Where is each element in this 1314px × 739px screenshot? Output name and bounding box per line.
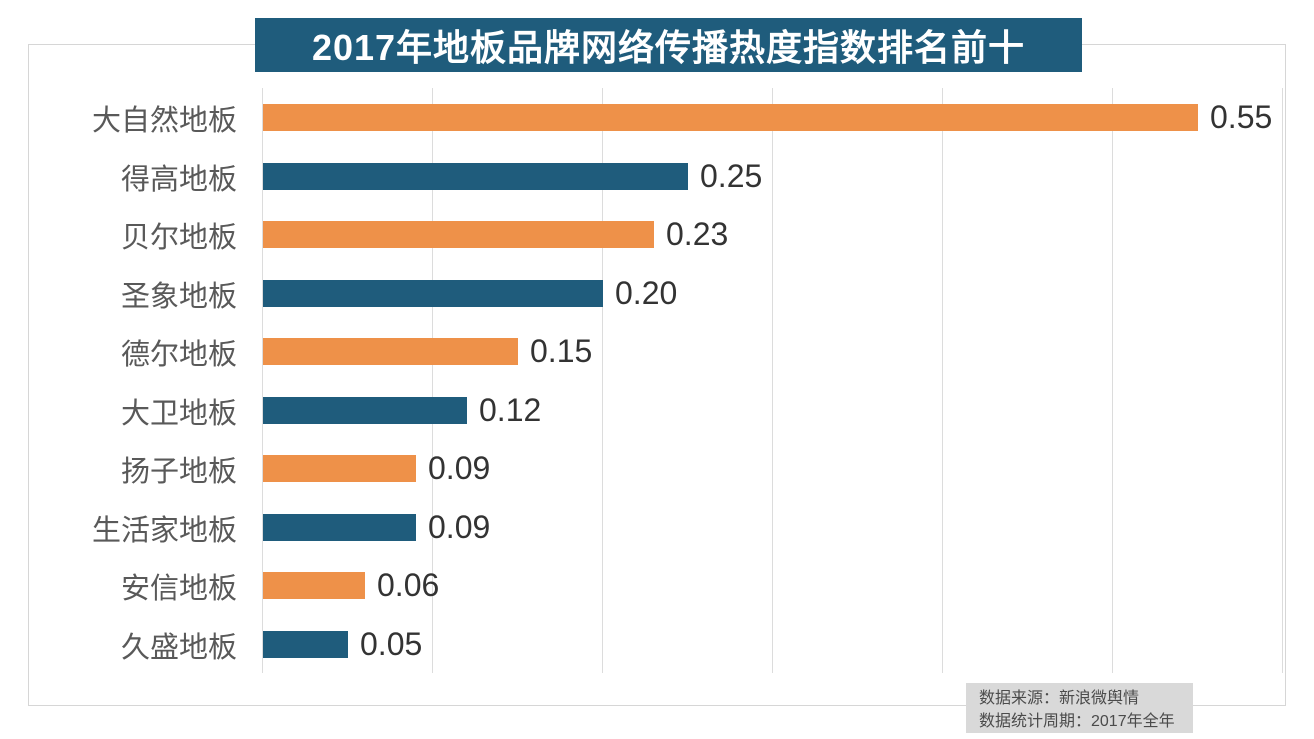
bar: [263, 104, 1198, 131]
gridline: [1282, 88, 1283, 673]
bar: [263, 514, 416, 541]
value-label: 0.09: [428, 509, 491, 545]
chart-row: 久盛地板 0.05: [0, 615, 1314, 674]
value-label: 0.25: [700, 158, 763, 194]
category-label: 圣象地板: [120, 280, 237, 313]
value-label: 0.12: [479, 392, 542, 428]
chart-row: 得高地板 0.25: [0, 147, 1314, 206]
value-label: 0.06: [377, 567, 440, 603]
chart-title: 2017年地板品牌网络传播热度指数排名前十: [311, 27, 1026, 68]
gridline: [772, 88, 773, 673]
source-note-line2: 数据统计周期：2017年全年: [979, 713, 1175, 730]
chart-row: 安信地板 0.06: [0, 556, 1314, 615]
chart-row: 德尔地板 0.15: [0, 322, 1314, 381]
category-label: 贝尔地板: [120, 221, 237, 254]
category-label: 久盛地板: [120, 631, 237, 664]
category-label: 生活家地板: [91, 514, 237, 547]
chart-frame: [28, 44, 1286, 706]
category-label: 得高地板: [120, 163, 237, 196]
chart-row: 扬子地板 0.09: [0, 439, 1314, 498]
source-note-box: 数据来源：新浪微舆情 数据统计周期：2017年全年: [966, 683, 1193, 733]
bar: [263, 397, 467, 424]
category-label: 扬子地板: [120, 455, 237, 488]
value-label: 0.15: [530, 333, 593, 369]
value-label: 0.55: [1210, 99, 1273, 135]
gridline: [262, 88, 263, 673]
category-label: 大自然地板: [91, 104, 237, 137]
bar: [263, 221, 654, 248]
gridline: [1112, 88, 1113, 673]
bar: [263, 163, 688, 190]
chart-title-banner: 2017年地板品牌网络传播热度指数排名前十: [255, 18, 1082, 72]
chart-row: 圣象地板 0.20: [0, 264, 1314, 323]
bar: [263, 631, 348, 658]
chart-row: 大自然地板 0.55: [0, 88, 1314, 147]
bar: [263, 338, 518, 365]
source-note-line1: 数据来源：新浪微舆情: [979, 690, 1140, 707]
chart-row: 大卫地板 0.12: [0, 381, 1314, 440]
category-label: 安信地板: [120, 572, 237, 605]
gridline: [432, 88, 433, 673]
chart-row: 贝尔地板 0.23: [0, 205, 1314, 264]
bar: [263, 572, 365, 599]
value-label: 0.23: [666, 216, 729, 252]
bar: [263, 455, 416, 482]
category-label: 德尔地板: [120, 338, 237, 371]
value-label: 0.20: [615, 275, 678, 311]
category-label: 大卫地板: [120, 397, 237, 430]
gridline: [602, 88, 603, 673]
bar: [263, 280, 603, 307]
value-label: 0.09: [428, 450, 491, 486]
gridline: [942, 88, 943, 673]
value-label: 0.05: [360, 626, 423, 662]
chart-row: 生活家地板 0.09: [0, 498, 1314, 557]
